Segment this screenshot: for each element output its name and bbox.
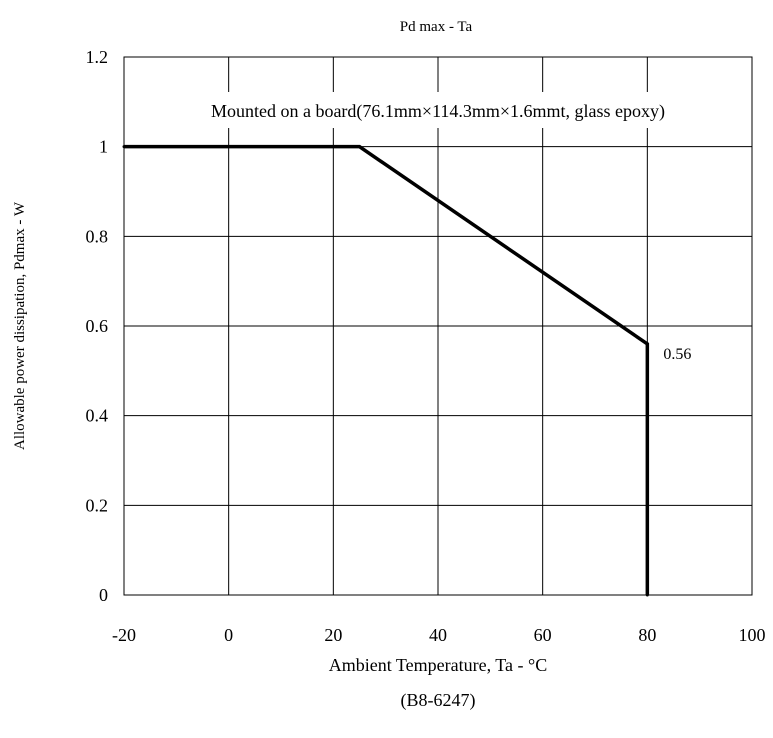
x-axis-label: Ambient Temperature, Ta - °C <box>329 655 547 675</box>
y-tick-label: 0.6 <box>86 316 109 336</box>
y-tick-label: 0.4 <box>86 406 109 426</box>
derating-curve-line-0 <box>124 144 650 595</box>
data-point <box>358 145 361 149</box>
y-tick-label: 0.2 <box>86 495 109 515</box>
value-label-0-56: 0.56 <box>663 346 691 363</box>
x-tick-label: 40 <box>429 625 447 645</box>
plot-area <box>123 56 753 596</box>
x-tick-label: 0 <box>224 625 233 645</box>
x-tick-label: 20 <box>324 625 342 645</box>
chart-title: Pd max - Ta <box>400 19 473 35</box>
x-tick-label: 60 <box>534 625 552 645</box>
y-tick-labels: 0 0.2 0.4 0.6 0.8 1 1.2 <box>86 47 109 605</box>
x-tick-labels: -20 0 20 40 60 80 100 <box>112 625 766 645</box>
annotation-box-bg <box>134 92 742 128</box>
data-point <box>645 342 649 346</box>
data-point <box>645 593 649 597</box>
y-tick-label: 0.8 <box>86 226 109 246</box>
y-tick-label: 1.2 <box>86 47 109 67</box>
data-point <box>122 145 126 149</box>
x-tick-label: 100 <box>739 625 766 645</box>
series-group <box>122 144 650 597</box>
x-tick-label: 80 <box>638 625 656 645</box>
board-annotation: Mounted on a board(76.1mm×114.3mm×1.6mmt… <box>211 101 665 122</box>
x-tick-label: -20 <box>112 625 136 645</box>
y-tick-label: 0 <box>99 585 108 605</box>
figure-code: (B8-6247) <box>401 690 476 711</box>
y-axis-label: Allowable power dissipation, Pdmax - W <box>12 201 28 450</box>
grid-lines <box>124 57 752 595</box>
y-tick-label: 1 <box>99 137 108 157</box>
